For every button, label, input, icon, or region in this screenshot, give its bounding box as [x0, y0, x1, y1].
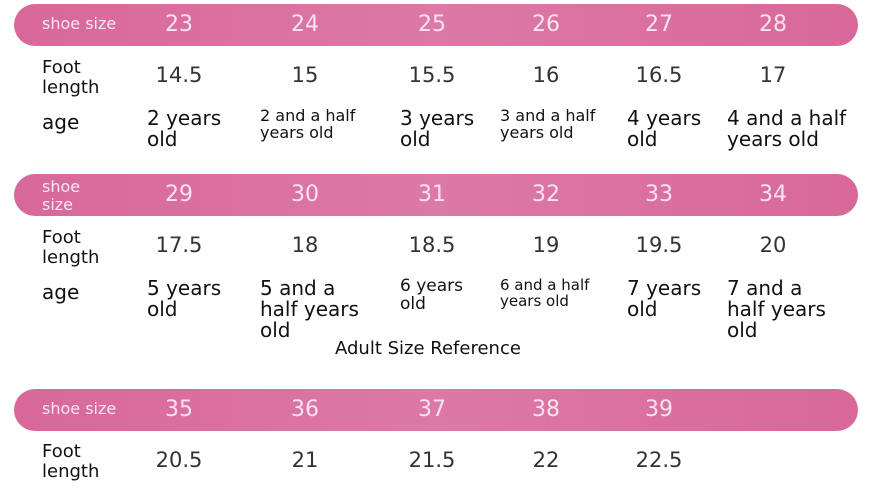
- header-bar: [14, 174, 858, 216]
- shoe-size: 26: [532, 12, 560, 37]
- shoe-size: 34: [759, 182, 787, 207]
- age: 2 years old: [147, 106, 222, 151]
- age: 4 years old: [627, 106, 702, 151]
- foot-length: 15: [291, 63, 319, 87]
- header-bar: [14, 389, 858, 431]
- foot-length: 16.5: [635, 63, 683, 87]
- header-bar: [14, 4, 858, 46]
- shoe-size: 37: [418, 397, 446, 422]
- foot-length: 21: [291, 448, 319, 472]
- age: 4 and a half years old: [727, 106, 847, 151]
- foot-length: 19: [532, 233, 560, 257]
- section-title: Adult Size Reference: [335, 338, 521, 359]
- shoe-size: 31: [418, 182, 446, 207]
- foot-length: 17.5: [155, 233, 203, 257]
- age: 3 years old: [400, 106, 475, 151]
- shoe-size: 36: [291, 397, 319, 422]
- header-label: shoe size: [42, 14, 117, 33]
- foot-length: 16: [532, 63, 560, 87]
- foot-length: 14.5: [155, 63, 203, 87]
- age: 7 years old: [627, 276, 702, 321]
- foot-length: 22: [532, 448, 560, 472]
- shoe-size: 30: [291, 182, 319, 207]
- row-label: age: [42, 280, 80, 304]
- foot-length: 20: [759, 233, 787, 257]
- header-label: shoe size: [42, 399, 117, 418]
- age: 2 and a half years old: [260, 106, 356, 142]
- header-label: shoe size: [42, 177, 81, 214]
- age: 5 and a half years old: [260, 276, 359, 342]
- row-label: Foot length: [42, 57, 100, 98]
- age: 7 and a half years old: [727, 276, 826, 342]
- shoe-size: 38: [532, 397, 560, 422]
- foot-length: 18.5: [408, 233, 456, 257]
- row-label: age: [42, 110, 80, 134]
- shoe-size: 35: [165, 397, 193, 422]
- row-label: Foot length: [42, 441, 100, 482]
- age: 3 and a half years old: [500, 106, 596, 142]
- shoe-size: 25: [418, 12, 446, 37]
- shoe-size: 24: [291, 12, 319, 37]
- shoe-size: 27: [645, 12, 673, 37]
- shoe-size: 29: [165, 182, 193, 207]
- shoe-size: 33: [645, 182, 673, 207]
- shoe-size: 23: [165, 12, 193, 37]
- foot-length: 17: [759, 63, 787, 87]
- foot-length: 18: [291, 233, 319, 257]
- foot-length: 15.5: [408, 63, 456, 87]
- foot-length: 19.5: [635, 233, 683, 257]
- foot-length: 21.5: [408, 448, 456, 472]
- foot-length: 20.5: [155, 448, 203, 472]
- shoe-size: 32: [532, 182, 560, 207]
- age: 6 years old: [400, 276, 464, 314]
- foot-length: 22.5: [635, 448, 683, 472]
- age: 5 years old: [147, 276, 222, 321]
- shoe-size: 28: [759, 12, 787, 37]
- shoe-size: 39: [645, 397, 673, 422]
- age: 6 and a half years old: [500, 276, 590, 310]
- row-label: Foot length: [42, 227, 100, 268]
